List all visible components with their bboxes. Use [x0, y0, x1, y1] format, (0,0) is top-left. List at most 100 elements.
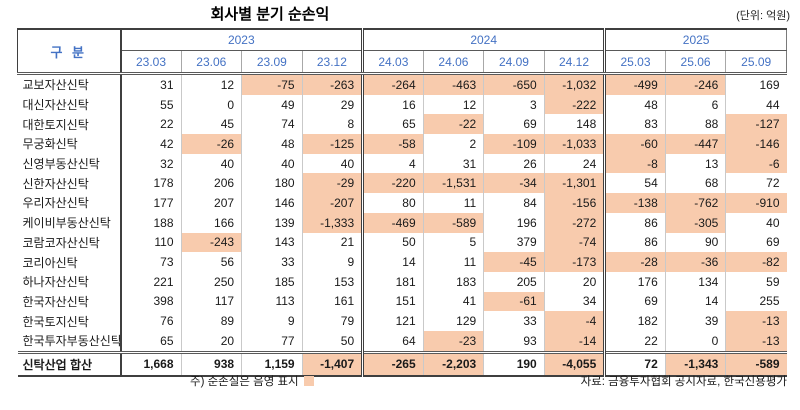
value-cell: 65 — [361, 114, 424, 135]
table-header: 구 분 2023 2024 2025 23.03 23.06 23.09 23.12 24.03… — [17, 29, 787, 75]
year-header-2023: 2023 — [120, 29, 363, 51]
value-cell: -138 — [603, 193, 666, 213]
value-cell: -4 — [543, 311, 605, 331]
value-cell: 32 — [119, 153, 182, 174]
value-cell: 398 — [119, 291, 182, 312]
quarterly-net-profit-table: 구 분 2023 2024 2025 23.03 23.06 23.09 23.12 24.03… — [17, 28, 787, 377]
value-cell: -146 — [725, 134, 787, 154]
value-cell: -29 — [301, 173, 363, 194]
value-cell: -75 — [241, 73, 303, 95]
value-cell: -1,333 — [301, 212, 363, 233]
value-cell: 12 — [180, 73, 242, 95]
value-cell: 148 — [543, 114, 605, 135]
value-cell: 55 — [119, 94, 182, 115]
value-cell: 177 — [119, 193, 182, 213]
value-cell: 74 — [241, 114, 303, 135]
value-cell: 182 — [603, 311, 666, 331]
value-cell: 14 — [361, 252, 424, 272]
value-cell: -60 — [603, 134, 666, 154]
table-row: 교보자산신탁 31 12 -75 -263 -264 -463 -650 -1,032 -499-… — [18, 73, 787, 95]
table-row: 코람코자산신탁 110 -243 143 21 50 5 379 -74 86 90 69 — [18, 232, 787, 253]
value-cell: -45 — [483, 252, 545, 272]
value-cell: 205 — [483, 271, 545, 292]
quarter-header-24.03: 24.03 — [361, 50, 424, 75]
value-cell: -265 — [361, 350, 424, 377]
value-cell: -28 — [603, 252, 666, 272]
company-name-cell: 한국토지신탁 — [22, 314, 89, 329]
quarter-header-24.06: 24.06 — [422, 50, 484, 75]
value-cell: -8 — [603, 153, 666, 174]
company-name-cell: 한국자산신탁 — [22, 294, 89, 309]
value-cell: 39 — [664, 311, 726, 331]
value-cell: 16 — [361, 94, 424, 115]
value-cell: 65 — [119, 330, 182, 353]
category-header: 구 분 — [17, 29, 122, 75]
value-cell: 169 — [725, 73, 787, 95]
value-cell: 69 — [483, 114, 545, 135]
company-name-cell: 한국투자부동산신탁 — [22, 334, 121, 349]
value-cell: 26 — [483, 153, 545, 174]
value-cell: -36 — [664, 252, 726, 272]
value-cell: 29 — [301, 94, 363, 115]
company-name-cell: 교보자산신탁 — [22, 78, 89, 93]
value-cell: 196 — [483, 212, 545, 233]
value-cell: -125 — [301, 134, 363, 154]
quarter-header-25.03: 25.03 — [603, 50, 666, 75]
value-cell: 83 — [603, 114, 666, 135]
value-cell: 4 — [361, 153, 424, 174]
company-name-cell: 무궁화신탁 — [22, 137, 78, 152]
value-cell: 69 — [603, 291, 666, 312]
value-cell: 3 — [483, 94, 545, 115]
value-cell: -82 — [725, 252, 787, 272]
company-name-cell: 우리자산신탁 — [22, 196, 89, 211]
value-cell: 40 — [241, 153, 303, 174]
value-cell: 151 — [361, 291, 424, 312]
value-cell: 76 — [119, 311, 182, 331]
year-header-2024: 2024 — [361, 29, 605, 51]
value-cell: 50 — [361, 232, 424, 253]
value-cell: 11 — [422, 252, 484, 272]
value-cell: 44 — [725, 94, 787, 115]
value-cell: -207 — [301, 193, 363, 213]
value-cell: 20 — [543, 271, 605, 292]
value-cell: -263 — [301, 73, 363, 95]
value-cell: 1,159 — [241, 350, 303, 377]
table-row: 한국투자부동산신탁 65 20 77 50 64 -23 93 -14 22 0 -13 — [18, 330, 787, 353]
value-cell: 69 — [725, 232, 787, 253]
value-cell: 84 — [483, 193, 545, 213]
value-cell: 14 — [664, 291, 726, 312]
value-cell: 180 — [241, 173, 303, 194]
value-cell: -109 — [483, 134, 545, 154]
value-cell: 1,668 — [119, 350, 182, 377]
value-cell: -1,301 — [543, 173, 605, 194]
value-cell: 31 — [422, 153, 484, 174]
table-row: 대한토지신탁 22 45 74 8 65 -22 69 148 83 88 -127 — [18, 114, 787, 135]
value-cell: -1,531 — [422, 173, 484, 194]
page-title: 회사별 분기 순손익 — [210, 6, 330, 23]
value-cell: -220 — [361, 173, 424, 194]
value-cell: 188 — [119, 212, 182, 233]
company-name-cell: 신탁산업 합산 — [17, 350, 121, 377]
table-row: 코리아신탁 73 56 33 9 14 11 -45 -173 -28 -36 -82 — [18, 252, 787, 272]
value-cell: -13 — [725, 330, 787, 353]
value-cell: -23 — [422, 330, 484, 353]
value-cell: 42 — [119, 134, 182, 154]
table-row: 무궁화신탁 42 -26 48 -125 -58 2 -109 -1,033 -60 -447 -14… — [18, 134, 787, 154]
quarter-header-23.09: 23.09 — [241, 50, 303, 75]
value-cell: 49 — [241, 94, 303, 115]
value-cell: 110 — [119, 232, 182, 253]
value-cell: 21 — [301, 232, 363, 253]
quarter-header-25.06: 25.06 — [664, 50, 726, 75]
value-cell: 12 — [422, 94, 484, 115]
value-cell: 79 — [301, 311, 363, 331]
value-cell: 50 — [301, 330, 363, 353]
value-cell: 22 — [603, 330, 666, 353]
year-header-2025: 2025 — [603, 29, 787, 51]
value-cell: -589 — [422, 212, 484, 233]
value-cell: 56 — [180, 252, 242, 272]
value-cell: -61 — [483, 291, 545, 312]
value-cell: -14 — [543, 330, 605, 353]
value-cell: 40 — [180, 153, 242, 174]
table-body: 교보자산신탁 31 12 -75 -263 -264 -463 -650 -1,032 -499-… — [17, 73, 787, 377]
value-cell: -34 — [483, 173, 545, 194]
